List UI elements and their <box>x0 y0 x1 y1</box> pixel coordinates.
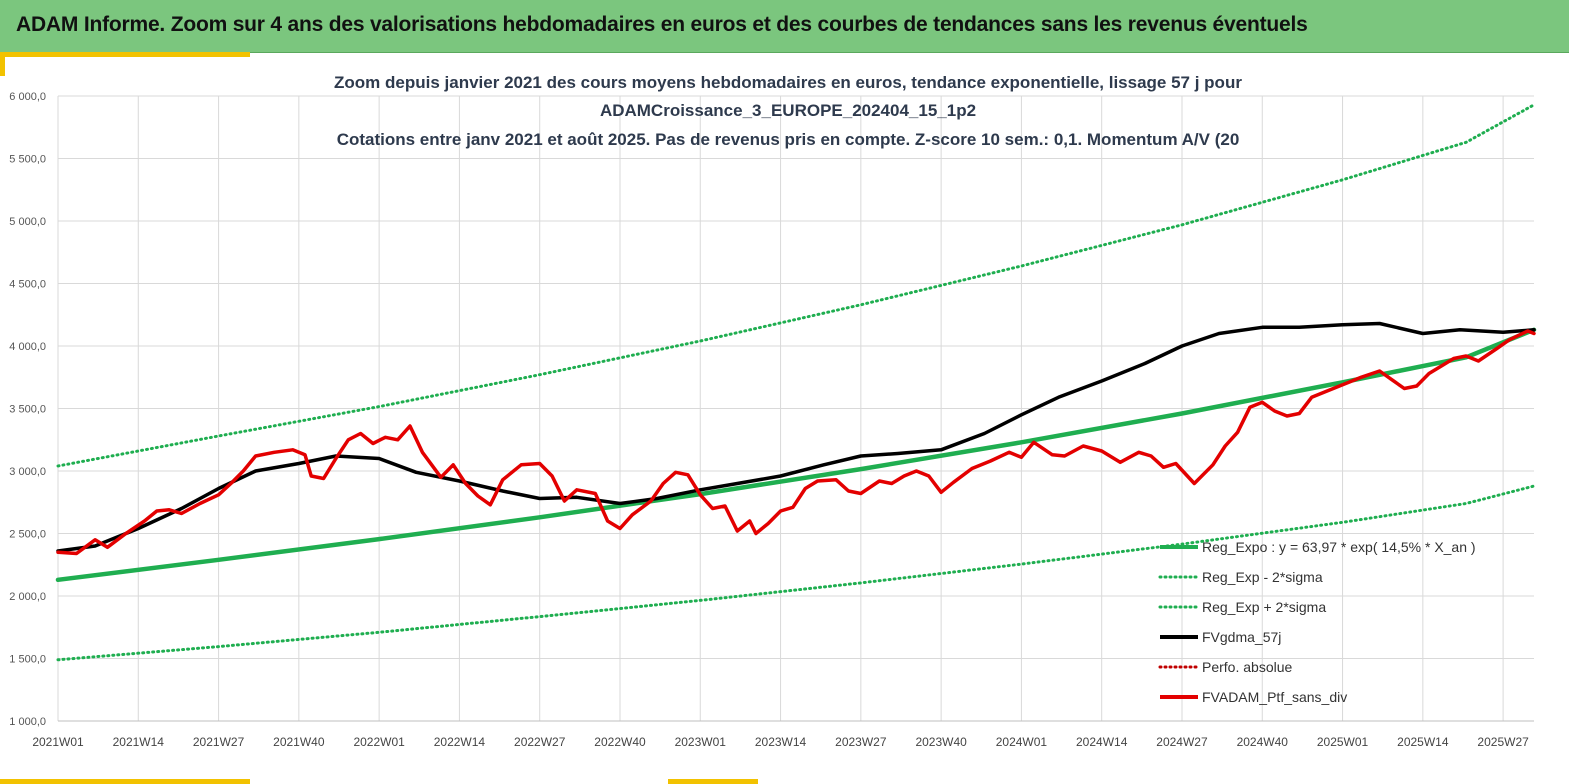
accent-bar-top <box>0 52 250 57</box>
y-tick-label: 5 500,0 <box>9 154 46 166</box>
x-tick-label: 2025W27 <box>1477 735 1529 749</box>
legend-label: FVgdma_57j <box>1202 629 1281 645</box>
chart-grid <box>57 95 1534 722</box>
x-tick-label: 2023W01 <box>675 735 727 749</box>
x-tick-label: 2025W14 <box>1397 735 1449 749</box>
x-tick-label: 2024W14 <box>1076 735 1128 749</box>
line-chart: 1 000,0 1 500,0 2 000,0 2 500,0 3 000,0 3 500… <box>9 73 1537 749</box>
legend-label: FVADAM_Ptf_sans_div <box>1202 689 1347 705</box>
x-tick-label: 2021W40 <box>273 735 325 749</box>
title-banner: ADAM Informe. Zoom sur 4 ans des valoris… <box>0 0 1569 53</box>
y-tick-label: 3 500,0 <box>9 404 46 416</box>
x-tick-label: 2023W27 <box>835 735 887 749</box>
y-tick-label: 1 500,0 <box>9 654 46 666</box>
x-tick-label: 2022W27 <box>514 735 566 749</box>
chart-legend: Reg_Expo : y = 63,97 * exp( 14,5% * X_an… <box>1158 539 1476 705</box>
legend-label: Reg_Expo : y = 63,97 * exp( 14,5% * X_an… <box>1202 539 1476 555</box>
chart-series <box>55 103 1537 662</box>
series-line-fvgdma-57j <box>56 321 1536 553</box>
x-tick-label: 2024W01 <box>996 735 1048 749</box>
x-tick-label: 2021W27 <box>193 735 245 749</box>
chart-title-line-1: Zoom depuis janvier 2021 des cours moyen… <box>334 73 1242 92</box>
y-tick-label: 3 000,0 <box>9 466 46 478</box>
accent-bar-left <box>0 52 5 76</box>
x-tick-label: 2021W14 <box>113 735 165 749</box>
y-tick-label: 4 500,0 <box>9 279 46 291</box>
accent-bar-bottom-right <box>668 779 758 784</box>
x-tick-label: 2022W14 <box>434 735 486 749</box>
x-tick-label: 2022W01 <box>353 735 405 749</box>
y-tick-label: 2 000,0 <box>9 591 46 603</box>
series-line-reg-exp-2-sigma <box>56 103 1536 468</box>
chart-title: Zoom depuis janvier 2021 des cours moyen… <box>334 73 1242 149</box>
legend-label: Reg_Exp + 2*sigma <box>1202 599 1326 615</box>
y-tick-label: 4 000,0 <box>9 341 46 353</box>
x-tick-label: 2024W27 <box>1156 735 1208 749</box>
x-tick-label: 2024W40 <box>1237 735 1289 749</box>
x-tick-label: 2023W40 <box>915 735 967 749</box>
chart-title-line-2: ADAMCroissance_3_EUROPE_202404_15_1p2 <box>600 101 976 120</box>
x-tick-label: 2025W01 <box>1317 735 1369 749</box>
y-tick-label: 1 000,0 <box>9 716 46 728</box>
chart-axis-ticks: 1 000,0 1 500,0 2 000,0 2 500,0 3 000,0 3 500… <box>9 91 1529 749</box>
series-line-fvadam-ptf-sans-div <box>56 329 1536 556</box>
legend-label: Perfo. absolue <box>1202 659 1292 675</box>
accent-bar-bottom-left <box>0 779 250 784</box>
page-title: ADAM Informe. Zoom sur 4 ans des valoris… <box>16 13 1308 36</box>
y-tick-label: 2 500,0 <box>9 529 46 541</box>
legend-label: Reg_Exp - 2*sigma <box>1202 569 1323 585</box>
y-tick-label: 5 000,0 <box>9 216 46 228</box>
x-tick-label: 2021W01 <box>32 735 84 749</box>
series-line-reg-exp-2-sigma <box>56 484 1536 662</box>
x-tick-label: 2022W40 <box>594 735 646 749</box>
x-tick-label: 2023W14 <box>755 735 807 749</box>
chart-title-line-3: Cotations entre janv 2021 et août 2025. … <box>337 130 1240 149</box>
y-tick-label: 6 000,0 <box>9 91 46 103</box>
